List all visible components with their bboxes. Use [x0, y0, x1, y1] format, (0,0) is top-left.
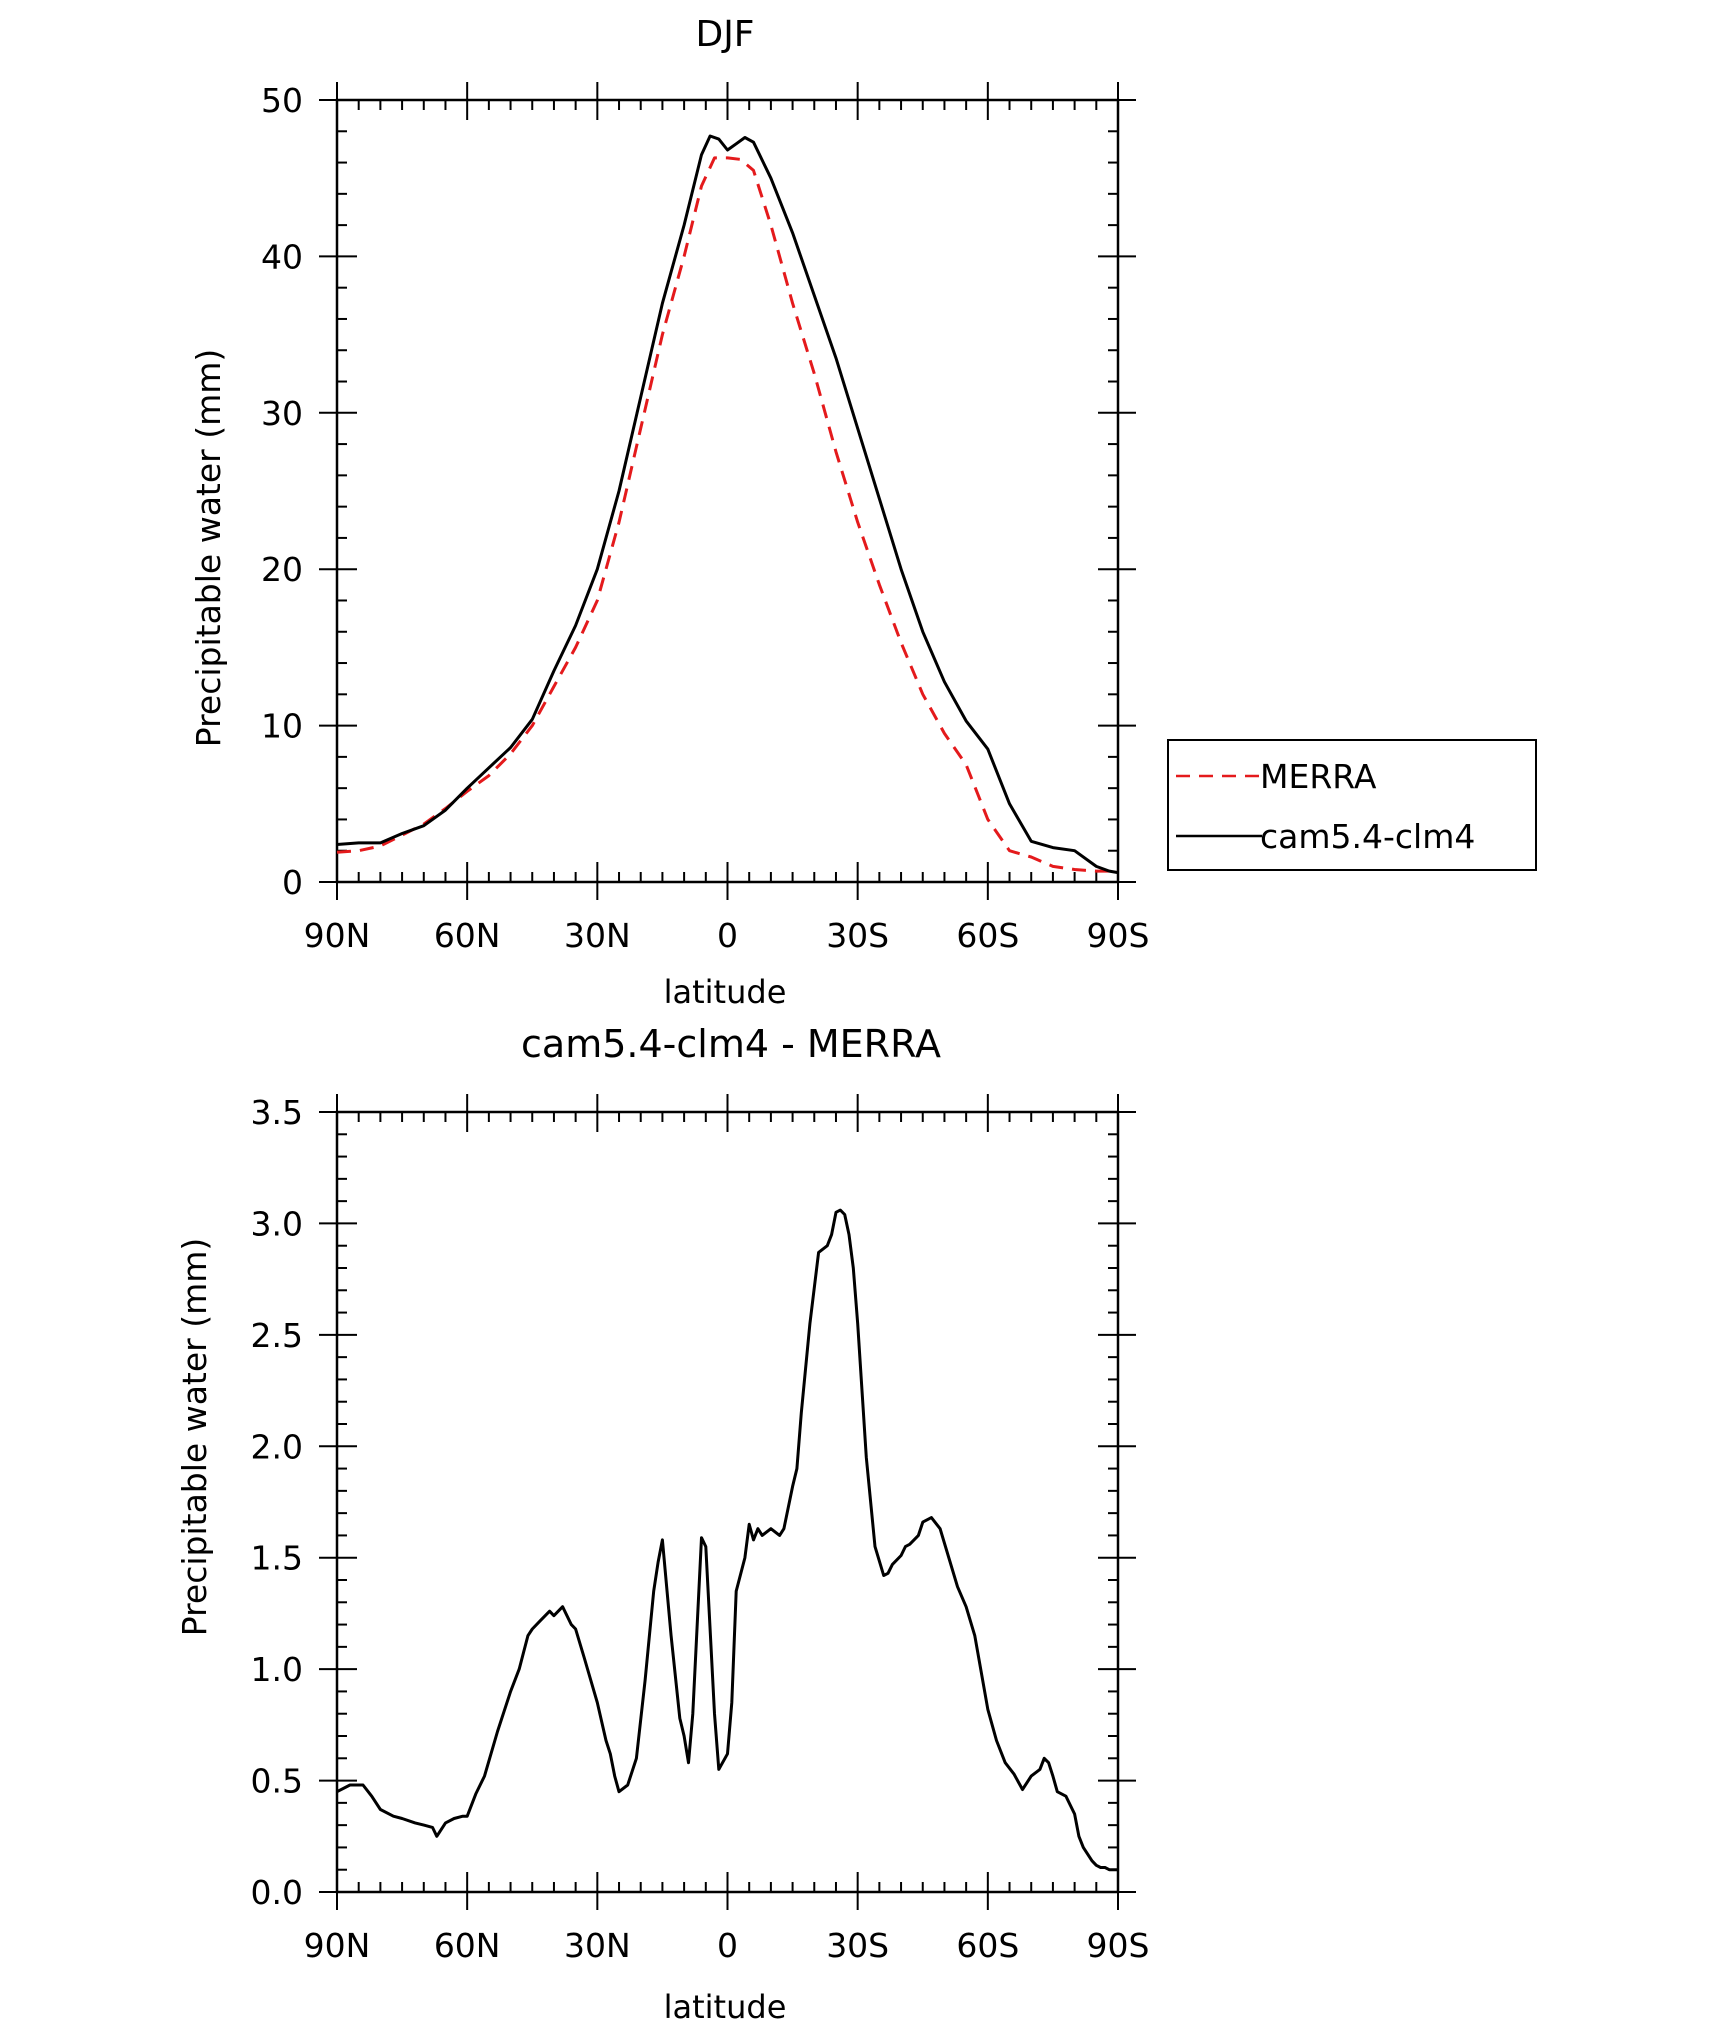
series-line-model — [336, 134, 1119, 875]
x-tick-label: 60N — [434, 1926, 501, 1965]
top-plot: 90N 60N 30N 0 30S 60S 90S 0 10 20 30 40 50 — [261, 81, 1149, 955]
bottom-title: cam5.4-clm4 - MERRA — [521, 1022, 941, 1066]
y-tick-label: 50 — [261, 81, 303, 120]
series-line-difference — [336, 1208, 1118, 1872]
legend: MERRA cam5.4-clm4 — [1167, 739, 1537, 871]
x-tick-label: 30N — [564, 916, 631, 955]
plot-frame — [335, 1110, 1120, 1894]
y-tick-label: 3.0 — [251, 1204, 303, 1243]
legend-label-model: cam5.4-clm4 — [1260, 817, 1475, 856]
x-tick-label: 90N — [304, 916, 371, 955]
y-tick-label: 40 — [261, 237, 303, 276]
x-tick-label: 30N — [564, 1926, 631, 1965]
legend-box — [1167, 739, 1537, 871]
x-tick-label: 0 — [717, 916, 738, 955]
x-tick-label: 30S — [826, 916, 889, 955]
bottom-ylabel: Precipitable water (mm) — [175, 1238, 214, 1637]
x-tick-label: 60S — [956, 916, 1019, 955]
bottom-xlabel: latitude — [664, 1988, 787, 2021]
x-tick-label: 90N — [304, 1926, 371, 1965]
x-tick-label: 30S — [826, 1926, 889, 1965]
y-tick-label: 30 — [261, 394, 303, 433]
series-line-merra — [336, 156, 1118, 873]
x-tick-label: 60S — [956, 1926, 1019, 1965]
bottom-plot: 90N 60N 30N 0 30S 60S 90S 0.0 0.5 1.0 1.5 2.0 2.5 3.0… — [251, 1093, 1150, 1965]
y-tick-label: 10 — [261, 707, 303, 746]
y-tick-label: 2.5 — [251, 1316, 303, 1355]
y-tick-label: 0 — [282, 863, 303, 902]
y-tick-label: 1.5 — [251, 1539, 303, 1578]
x-tick-label: 90S — [1087, 1926, 1150, 1965]
top-xlabel: latitude — [664, 973, 787, 1011]
plot-frame — [335, 98, 1120, 884]
y-tick-label: 1.0 — [251, 1650, 303, 1689]
top-title: DJF — [695, 14, 754, 55]
x-tick-label: 0 — [717, 1926, 738, 1965]
top-ylabel: Precipitable water (mm) — [189, 349, 228, 748]
y-tick-label: 20 — [261, 550, 303, 589]
legend-label-merra: MERRA — [1260, 757, 1377, 796]
y-tick-label: 3.5 — [251, 1093, 303, 1132]
y-tick-label: 0.5 — [251, 1762, 303, 1801]
x-tick-label: 60N — [434, 916, 501, 955]
y-tick-label: 2.0 — [251, 1427, 303, 1466]
y-tick-label: 0.0 — [251, 1873, 303, 1912]
x-tick-label: 90S — [1087, 916, 1150, 955]
